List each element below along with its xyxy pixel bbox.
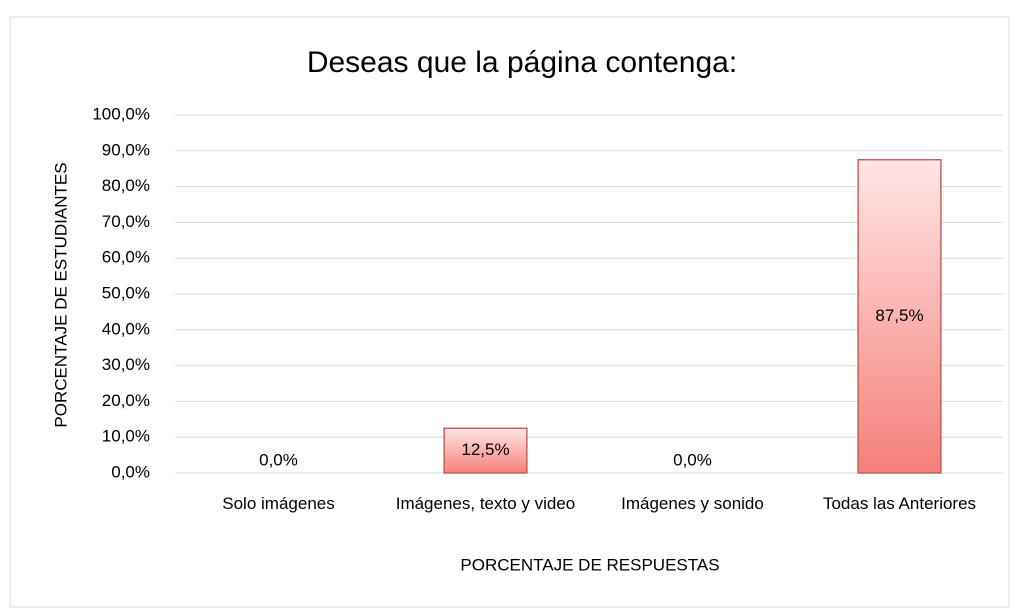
x-tick-label: Imágenes, texto y video bbox=[395, 494, 576, 513]
y-tick-label: 10,0% bbox=[102, 427, 150, 446]
y-tick-label: 50,0% bbox=[102, 283, 150, 302]
x-tick-label: Todas las Anteriores bbox=[822, 494, 977, 513]
y-tick-label: 80,0% bbox=[102, 176, 150, 195]
y-tick-label: 40,0% bbox=[102, 319, 150, 338]
y-tick-label: 20,0% bbox=[102, 391, 150, 410]
data-label: 0,0% bbox=[259, 450, 298, 469]
y-tick-label: 30,0% bbox=[102, 355, 150, 374]
y-tick-label: 0,0% bbox=[111, 462, 150, 481]
y-tick-label: 100,0% bbox=[92, 104, 150, 123]
y-tick-label: 60,0% bbox=[102, 248, 150, 267]
y-tick-label: 70,0% bbox=[102, 212, 150, 231]
x-tick-label: Imágenes y sonido bbox=[621, 494, 764, 513]
data-label: 12,5% bbox=[461, 440, 509, 459]
x-axis-title: PORCENTAJE DE RESPUESTAS bbox=[460, 555, 719, 574]
bar bbox=[443, 427, 528, 474]
data-label: 0,0% bbox=[673, 450, 712, 469]
y-tick-label: 90,0% bbox=[102, 140, 150, 159]
chart-title: Deseas que la página contenga: bbox=[307, 46, 737, 79]
data-label: 87,5% bbox=[875, 306, 923, 325]
y-axis-title: PORCENTAJE DE ESTUDIANTES bbox=[51, 162, 70, 427]
bar bbox=[857, 159, 942, 474]
x-tick-label: Solo imágenes bbox=[222, 494, 335, 513]
